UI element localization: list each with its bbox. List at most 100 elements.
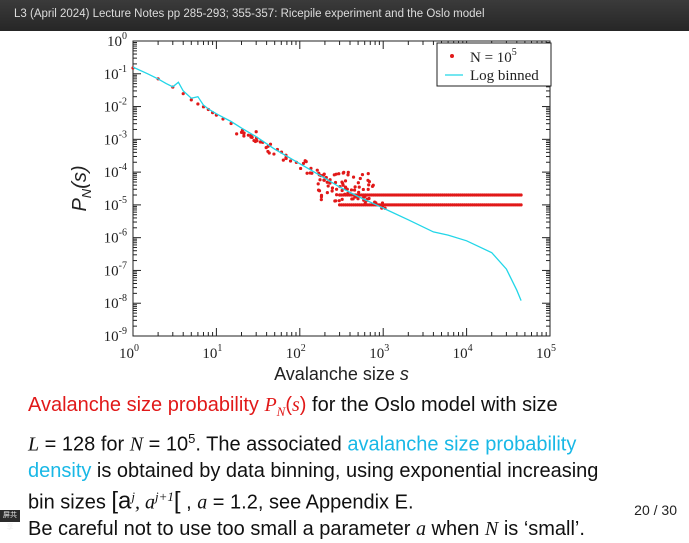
scatter-point xyxy=(370,184,375,189)
caption-l: L xyxy=(28,433,40,456)
scatter-point xyxy=(352,188,357,192)
scatter-point xyxy=(356,181,360,185)
caption-text: . The associated xyxy=(195,433,348,456)
scatter-point xyxy=(242,134,246,138)
x-tick-label: 104 xyxy=(453,343,473,362)
scatter-point xyxy=(361,187,365,192)
scatter-point xyxy=(255,139,259,143)
scatter-point xyxy=(196,102,200,106)
scatter-point xyxy=(358,176,362,181)
y-tick-label: 10-9 xyxy=(104,326,127,345)
caption-text: is ‘small’. xyxy=(498,518,585,541)
scatter-point xyxy=(235,132,239,136)
scatter-point xyxy=(333,180,338,185)
scatter-point xyxy=(343,192,347,196)
slide-caption: Avalanche size probability PN(s) for the… xyxy=(28,392,668,543)
scatter-point xyxy=(349,188,354,192)
scatter-point xyxy=(301,161,306,166)
scatter-point xyxy=(266,149,270,154)
scatter-point xyxy=(189,98,193,102)
scatter-point xyxy=(272,152,276,156)
log-binned-line xyxy=(132,66,522,301)
scatter-point xyxy=(337,199,341,203)
x-tick-label: 102 xyxy=(286,343,306,362)
y-tick-label: 10-1 xyxy=(104,64,127,83)
scatter-point xyxy=(305,171,309,175)
scatter-point xyxy=(242,131,246,135)
scatter-point xyxy=(315,168,319,172)
caption-text: = 10 xyxy=(143,433,189,456)
scatter-point xyxy=(346,191,350,195)
scatter-point xyxy=(334,187,339,191)
scatter-point xyxy=(366,172,370,176)
caption-text: = 1.2, see Appendix E. xyxy=(207,491,414,514)
y-tick-label: 10-7 xyxy=(104,260,127,279)
caption-text: bin sizes xyxy=(28,491,112,514)
scatter-point xyxy=(363,194,367,198)
scatter-point xyxy=(258,140,262,144)
scatter-point xyxy=(356,197,360,201)
scatter-point xyxy=(340,180,344,184)
caption-paren: ( xyxy=(285,394,292,416)
scatter-point xyxy=(249,135,253,139)
scatter-point xyxy=(343,179,348,183)
scatter-point xyxy=(367,196,371,201)
scatter-point xyxy=(340,188,344,193)
x-tick-label: 100 xyxy=(119,343,139,362)
scatter-point xyxy=(325,180,329,184)
scatter-point xyxy=(341,183,345,187)
scatter-point xyxy=(252,138,256,143)
caption-bracket-close: [ xyxy=(173,487,181,515)
scatter-point xyxy=(321,173,326,177)
caption-s: s xyxy=(292,394,300,416)
avalanche-size-chart: 100 101 102 103 104 105 100 10-1 10-2 10-3 10-4 10-… xyxy=(69,31,556,384)
caption-text: Be careful not to use too small a parame… xyxy=(28,518,416,541)
caption-text: , xyxy=(180,491,198,514)
scatter-point xyxy=(288,159,293,163)
scatter-point xyxy=(316,182,320,186)
scatter-point xyxy=(181,92,185,96)
scatter-point xyxy=(318,178,322,182)
scatter-point xyxy=(319,193,324,198)
scatter-point xyxy=(246,133,250,137)
caption-cyan-text: avalanche size probability xyxy=(347,433,577,456)
lecture-header: L3 (April 2024) Lecture Notes pp 285-293… xyxy=(0,0,689,31)
scatter-point xyxy=(299,166,303,171)
caption-n-sub: N xyxy=(276,404,286,419)
caption-text: is obtained by data binning, using expon… xyxy=(91,459,599,482)
lecture-title: L3 (April 2024) Lecture Notes pp 285-293… xyxy=(14,8,485,20)
y-tick-label: 10-2 xyxy=(104,97,127,116)
caption-a: a xyxy=(197,491,208,514)
scatter-point xyxy=(316,188,321,192)
scatter-point xyxy=(350,197,354,201)
scatter-point xyxy=(304,160,308,164)
scatter-point xyxy=(254,130,258,134)
scatter-point xyxy=(351,175,356,179)
caption-red-text: Avalanche size probability xyxy=(28,394,265,416)
x-tick-label: 105 xyxy=(536,343,556,362)
scatter-point xyxy=(322,178,326,182)
scatter-point xyxy=(366,178,370,182)
scatter-point xyxy=(357,190,361,194)
scatter-point xyxy=(326,184,330,188)
legend-dot xyxy=(450,54,454,58)
scatter-point xyxy=(330,189,334,193)
caption-cyan-text: density xyxy=(28,459,92,482)
caption-text: when xyxy=(425,518,485,541)
caption-bracket: [a xyxy=(111,487,132,515)
scatter-point xyxy=(325,191,329,195)
scatter-point xyxy=(342,170,346,174)
x-tick-label: 103 xyxy=(369,343,389,362)
legend-label: N = 105 xyxy=(470,47,517,66)
scatter-point xyxy=(332,173,336,177)
scatter-point xyxy=(519,203,523,207)
scatter-point xyxy=(330,186,335,190)
y-axis-label: PN(s) xyxy=(69,165,94,211)
scatter-point xyxy=(338,193,342,197)
scatter-point xyxy=(340,197,344,201)
caption-paren-close: ) xyxy=(299,394,307,416)
caption-p: P xyxy=(264,394,277,416)
y-tick-label: 10-5 xyxy=(104,195,127,214)
scatter-point xyxy=(353,185,357,189)
y-tick-label: 10-3 xyxy=(104,129,127,148)
